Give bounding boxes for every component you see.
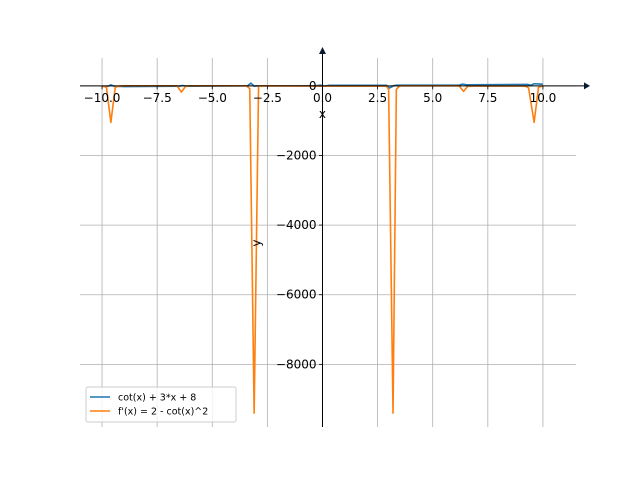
x-axis-arrow-icon [584, 82, 590, 90]
legend: cot(x) + 3*x + 8 f'(x) = 2 - cot(x)^2 [85, 386, 237, 423]
legend-label-series-2: f'(x) = 2 - cot(x)^2 [118, 407, 208, 418]
y-tick-label: −4000 [276, 218, 317, 232]
x-tick-label: −5.0 [198, 91, 227, 105]
y-axis-arrow-icon [318, 47, 326, 54]
x-tick-label: 10.0 [530, 91, 557, 105]
legend-label-series-1: cot(x) + 3*x + 8 [118, 393, 196, 404]
x-tick-label: 0.0 [313, 91, 332, 105]
x-tick-label: 7.5 [478, 91, 497, 105]
grid [80, 58, 576, 427]
x-tick-label: 5.0 [423, 91, 442, 105]
y-tick-label: −8000 [276, 357, 317, 371]
x-tick-label: 2.5 [368, 91, 387, 105]
x-axis-label: x [319, 107, 326, 121]
legend-frame [85, 386, 237, 423]
x-tick-label: −7.5 [143, 91, 172, 105]
y-tick-label: −6000 [276, 288, 317, 302]
y-axis-label: y [249, 239, 263, 246]
x-tick-label: −2.5 [253, 91, 282, 105]
x-tick-label: −10.0 [84, 91, 121, 105]
y-tick-label: 0 [309, 79, 317, 93]
y-tick-label: −2000 [276, 148, 317, 162]
ticks: −10.0 −7.5 −5.0 −2.5 0.0 2.5 5.0 7.5 10.0 0 −2000 −… [84, 79, 557, 371]
